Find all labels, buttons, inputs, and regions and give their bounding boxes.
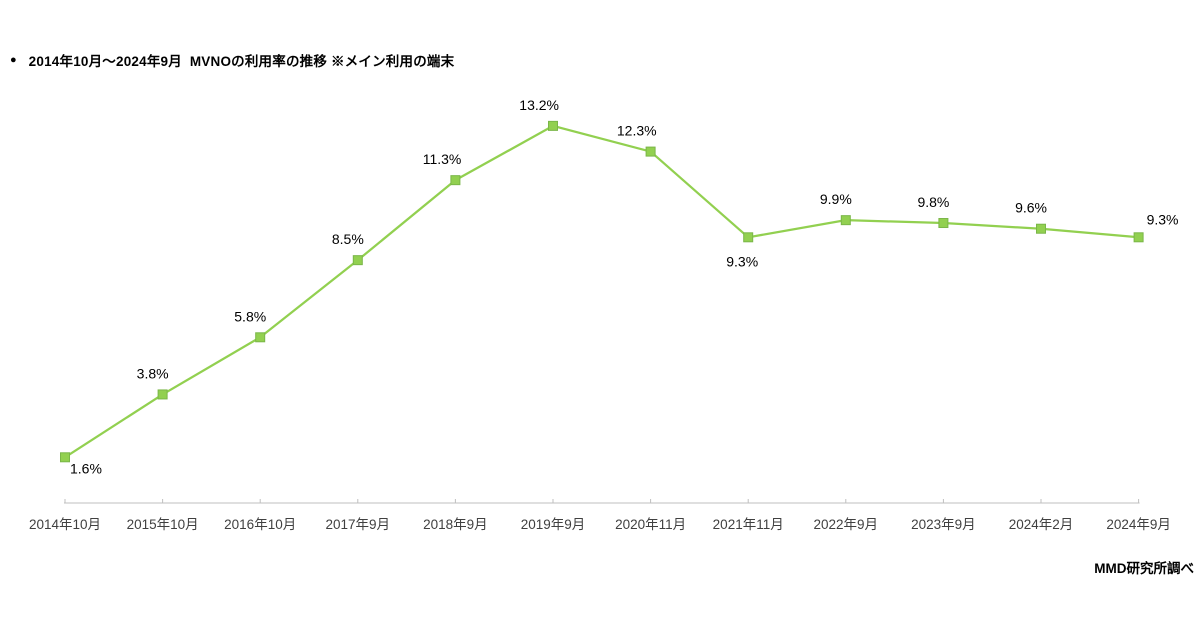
data-point-marker [255, 332, 266, 343]
bullet-icon: ● [10, 53, 17, 66]
x-axis-label: 2022年9月 [814, 517, 879, 532]
data-point-marker [645, 146, 656, 157]
x-axis-label: 2016年10月 [224, 517, 296, 532]
data-label: 9.6% [1015, 200, 1047, 216]
chart-title: ● 2014年10月～2024年9月 MVNOの利用率の推移 ※メイン利用の端末 [10, 50, 454, 70]
x-axis-label: 2019年9月 [521, 517, 586, 532]
data-label: 5.8% [234, 308, 266, 324]
x-axis-label: 2024年9月 [1106, 517, 1171, 532]
x-axis-label: 2014年10月 [29, 517, 101, 532]
chart-title-text: 2014年10月～2024年9月 MVNOの利用率の推移 ※メイン利用の端末 [28, 54, 455, 69]
data-point-marker [157, 389, 168, 400]
data-point-marker [352, 255, 363, 266]
data-label: 8.5% [332, 231, 364, 247]
data-point-marker [450, 175, 461, 186]
data-point-marker [1036, 223, 1046, 234]
source-credit: MMD研究所調べ [1094, 561, 1194, 576]
x-axis-label: 2020年11月 [615, 517, 686, 532]
data-label: 9.3% [726, 253, 758, 269]
data-label: 11.3% [423, 151, 462, 167]
data-point-marker [1133, 232, 1144, 243]
x-axis-label: 2023年9月 [911, 517, 976, 532]
data-label: 9.8% [917, 194, 949, 210]
data-point-marker [60, 452, 70, 463]
x-axis-label: 2015年10月 [127, 517, 199, 532]
data-point-marker [548, 120, 558, 131]
data-label: 1.6% [70, 460, 102, 476]
x-axis-label: 2021年11月 [713, 517, 784, 532]
data-label: 12.3% [617, 123, 657, 139]
x-axis-label: 2017年9月 [326, 517, 391, 532]
data-point-marker [840, 215, 851, 226]
x-axis-label: 2024年2月 [1009, 517, 1074, 532]
data-label: 13.2% [519, 97, 559, 113]
data-label: 9.9% [820, 191, 852, 207]
data-point-marker [938, 218, 949, 229]
data-label: 9.3% [1147, 211, 1179, 227]
series-line [63, 124, 1140, 459]
x-axis-label: 2018年9月 [423, 517, 488, 532]
data-point-marker [743, 232, 754, 243]
data-label: 3.8% [137, 365, 169, 381]
